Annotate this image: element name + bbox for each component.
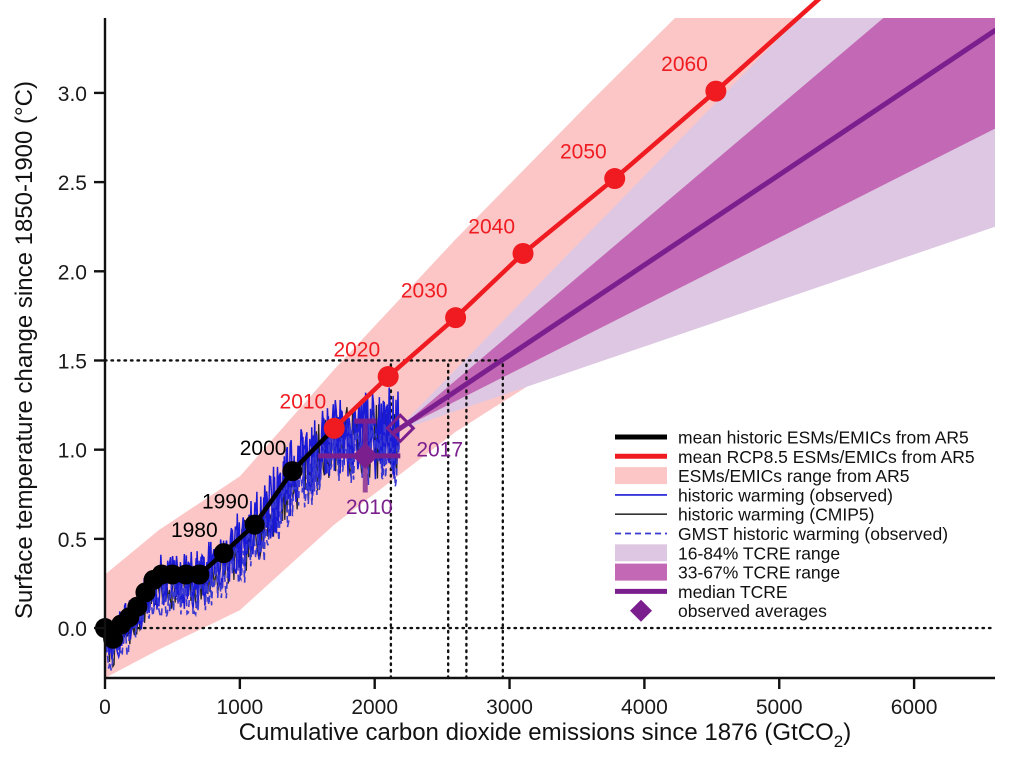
year-annotations-layer: 2010 2020 2030 2040 2050 2060 1980 1990 2000 2010… — [171, 53, 708, 542]
legend-label[interactable]: 16-84% TCRE range — [678, 543, 840, 563]
legend-label[interactable]: mean historic ESMs/EMICs from AR5 — [678, 428, 969, 448]
x-tick-label: 5000 — [756, 696, 803, 719]
year-label-2040: 2040 — [468, 215, 515, 238]
rcp85-marker[interactable] — [377, 366, 399, 388]
legend-label[interactable]: observed averages — [678, 601, 827, 621]
reference-lines-layer — [103, 359, 997, 680]
x-tick-label: 3000 — [486, 696, 533, 719]
legend-label[interactable]: mean RCP8.5 ESMs/EMICs from AR5 — [678, 447, 975, 467]
x-tick-label: 2000 — [351, 696, 398, 719]
historic-marker[interactable] — [282, 461, 303, 482]
tcre-33-67-band — [394, 18, 995, 432]
rcp85-marker[interactable] — [512, 242, 534, 264]
rcp85-red-series — [323, 0, 822, 439]
y-tick-label: 1.5 — [58, 350, 87, 373]
y-tick-label: 3.0 — [58, 83, 87, 106]
x-tick-label: 6000 — [891, 696, 938, 719]
year-label-2050: 2050 — [560, 141, 607, 164]
y-axis-title: Surface temperature change since 1850-19… — [11, 81, 38, 619]
rcp85-marker[interactable] — [445, 307, 467, 329]
legend-swatch-box — [615, 544, 667, 562]
year-label-2010-observed: 2010 — [346, 496, 393, 519]
x-tick-label: 1000 — [216, 696, 263, 719]
x-tick-label: 4000 — [621, 696, 668, 719]
x-tick-label: 0 — [99, 696, 111, 719]
legend-swatch-diamond — [630, 599, 652, 622]
tick-labels-layer: 0.0 0.5 1.0 1.5 2.0 2.5 3.0 0 1000 2000 3000 4000 50… — [58, 83, 938, 719]
year-label-2010: 2010 — [280, 390, 327, 413]
legend-label[interactable]: 33-67% TCRE range — [678, 563, 840, 583]
observed-trace — [105, 417, 400, 671]
axes-layer — [94, 18, 995, 689]
year-label-2020: 2020 — [333, 339, 380, 362]
y-tick-label: 0.5 — [58, 529, 87, 552]
year-label-1980: 1980 — [171, 519, 218, 542]
rcp85-marker[interactable] — [705, 80, 727, 102]
historic-marker[interactable] — [189, 564, 210, 585]
historic-black-series — [95, 418, 345, 649]
legend-label[interactable]: median TCRE — [678, 582, 788, 602]
x-axis-title: Cumulative carbon dioxide emissions sinc… — [239, 719, 851, 751]
legend-label[interactable]: historic warming (CMIP5) — [678, 505, 874, 525]
year-label-2000: 2000 — [240, 437, 287, 460]
historic-marker[interactable] — [244, 514, 265, 535]
legend-label[interactable]: ESMs/EMICs range from AR5 — [678, 466, 909, 486]
legend-label[interactable]: GMST historic warming (observed) — [678, 524, 948, 544]
y-tick-label: 0.0 — [58, 618, 87, 641]
svg-text:Cumulative carbon dioxide emis: Cumulative carbon dioxide emissions sinc… — [239, 719, 851, 751]
rcp85-marker[interactable] — [604, 168, 626, 190]
y-tick-label: 2.5 — [58, 172, 87, 195]
legend-swatch-box — [615, 467, 667, 485]
year-label-2017-observed: 2017 — [416, 438, 463, 461]
year-label-2060: 2060 — [661, 53, 708, 76]
legend-label[interactable]: historic warming (observed) — [678, 485, 893, 505]
svg-text:Surface temperature change sin: Surface temperature change since 1850-19… — [11, 81, 38, 619]
observed-average-marker[interactable] — [385, 413, 416, 444]
rcp85-marker[interactable] — [323, 417, 345, 439]
observed-average-marker[interactable] — [352, 442, 379, 469]
observed-averages-layer — [318, 413, 416, 493]
median-tcre-line — [392, 27, 995, 435]
year-label-2030: 2030 — [401, 280, 448, 303]
historic-marker[interactable] — [213, 543, 234, 564]
year-label-1990: 1990 — [202, 491, 249, 514]
y-tick-label: 1.0 — [58, 440, 87, 463]
legend-swatch-box — [615, 563, 667, 581]
y-tick-label: 2.0 — [58, 261, 87, 284]
bands-layer — [105, 18, 995, 678]
